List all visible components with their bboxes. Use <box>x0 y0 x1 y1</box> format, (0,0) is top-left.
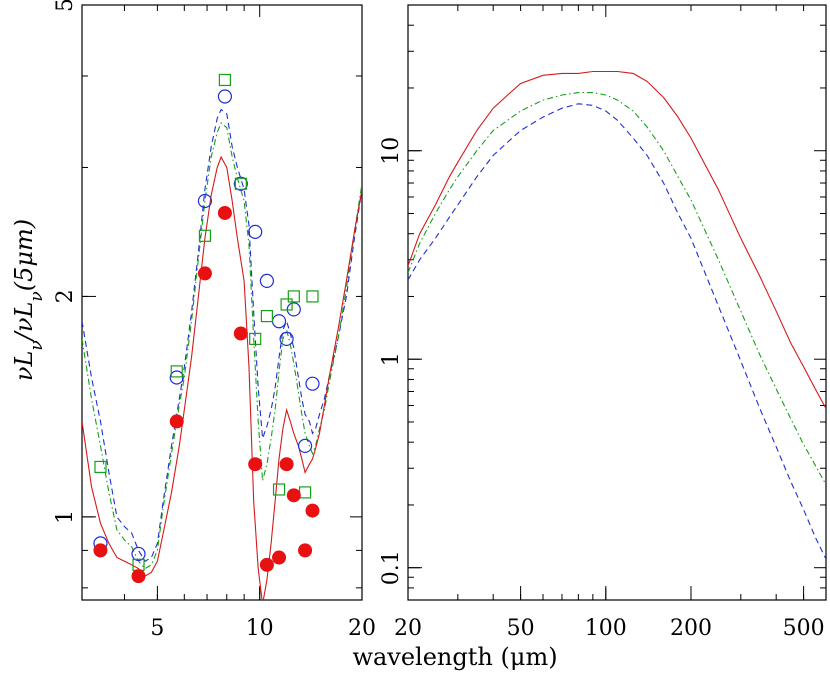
data-point-open-square <box>249 332 262 345</box>
y-axis-label: νLν/νLν(5μm) <box>10 219 47 381</box>
data-point-filled-circle <box>272 550 287 565</box>
data-point-open-circle <box>279 331 294 346</box>
data-point-filled-circle <box>131 569 146 584</box>
data-point-open-circle <box>197 193 213 209</box>
data-point-open-square <box>170 365 183 378</box>
data-point-open-circle <box>305 376 320 391</box>
right-panel-far-ir: 20 50 100 200 500 0.1 1 10 <box>379 4 827 641</box>
series-line-dashed <box>82 108 362 562</box>
y-tick-label: 5 <box>53 0 78 12</box>
x-tick-label: 500 <box>783 616 825 641</box>
y-tick-label: 1 <box>379 352 404 366</box>
data-point-open-square <box>218 73 232 87</box>
y-tick-label: 10 <box>379 137 404 165</box>
data-point-filled-circle <box>93 543 108 558</box>
data-point-open-square <box>280 298 293 311</box>
x-tick-label: 20 <box>348 616 376 641</box>
data-point-filled-circle <box>197 266 212 281</box>
data-point-open-circle <box>259 273 274 289</box>
data-point-open-circle <box>248 224 263 239</box>
y-tick-label: 1 <box>53 510 78 524</box>
data-point-open-square <box>94 460 107 474</box>
y-tick-label: 0.1 <box>379 550 404 585</box>
data-point-filled-circle <box>305 503 320 518</box>
data-point-open-circle <box>169 370 184 385</box>
left-panel-mid-ir: 5 10 20 1 2 5 <box>53 0 376 641</box>
data-point-open-square <box>272 483 286 496</box>
data-point-open-square <box>260 310 273 323</box>
data-point-filled-circle <box>298 543 313 558</box>
series-line-solid <box>82 155 362 600</box>
x-tick-label: 10 <box>246 616 274 641</box>
data-point-open-square <box>234 177 247 190</box>
x-tick-label: 20 <box>394 616 422 641</box>
data-point-open-circle <box>233 176 248 191</box>
x-tick-label: 50 <box>507 616 535 641</box>
series-line-dashed <box>408 103 826 560</box>
x-tick-label: 5 <box>150 616 164 641</box>
data-point-filled-circle <box>286 488 301 503</box>
series-line-solid <box>408 70 826 409</box>
panel-frame <box>407 4 827 601</box>
data-point-filled-circle <box>248 457 263 472</box>
series-line-dashdot <box>82 122 362 570</box>
data-point-filled-circle <box>217 205 232 220</box>
data-point-filled-circle <box>169 414 184 429</box>
data-point-open-circle <box>271 314 287 329</box>
x-tick-label: 100 <box>585 616 627 641</box>
data-point-filled-circle <box>279 457 294 472</box>
panel-frame <box>81 4 363 601</box>
data-point-filled-circle <box>259 557 274 572</box>
series-line-dashdot <box>408 92 826 485</box>
data-point-open-square <box>287 290 300 303</box>
x-tick-label: 200 <box>670 616 712 641</box>
data-point-open-square <box>298 486 312 499</box>
y-tick-label: 2 <box>53 289 78 303</box>
data-point-open-square <box>198 229 212 242</box>
data-point-open-square <box>306 290 319 303</box>
data-point-open-circle <box>297 438 313 454</box>
data-point-filled-circle <box>233 326 248 341</box>
x-axis-label: wavelength (μm) <box>352 643 557 671</box>
data-point-open-circle <box>131 546 146 562</box>
data-point-open-circle <box>217 89 233 104</box>
